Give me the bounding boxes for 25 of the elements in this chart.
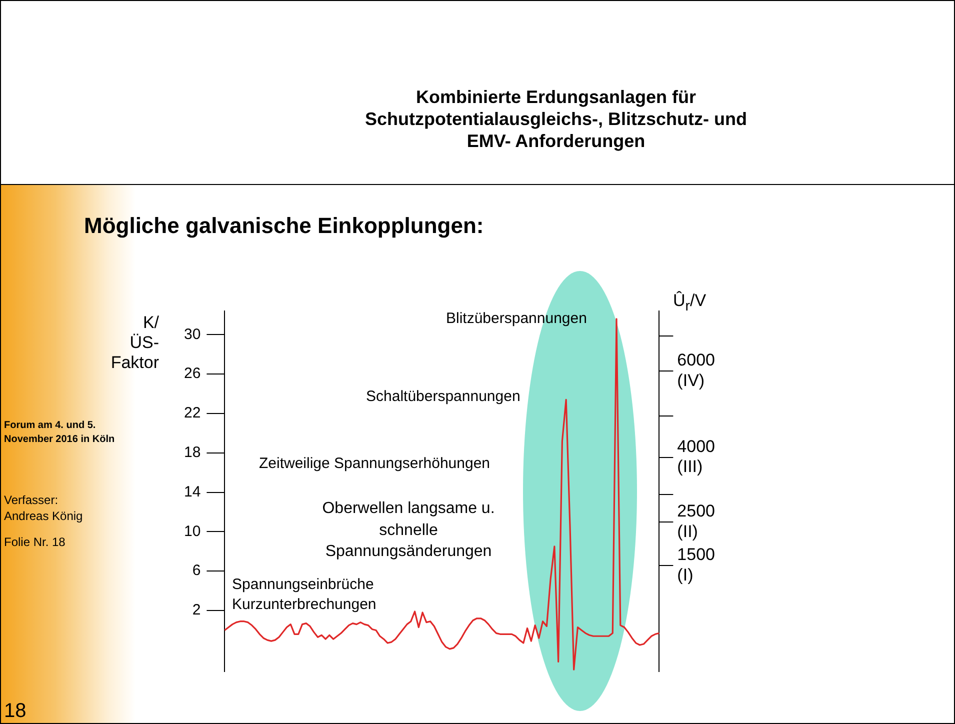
- chart-subtitle: Mögliche galvanische Einkopplungen:: [84, 213, 484, 239]
- annotation: Oberwellen langsame u. schnelle Spannungsänderungen: [321, 499, 496, 562]
- text: Folie Nr. 18: [4, 534, 66, 550]
- y-tick-label: 6: [192, 562, 201, 580]
- annotation: Schaltüberspannungen: [366, 387, 522, 407]
- y-tick-label: 22: [184, 404, 201, 422]
- y2-tick-label: 6000 (IV): [677, 350, 716, 390]
- text: Forum am 4. und 5. November 2016 in Köln: [4, 419, 116, 446]
- annotation: Spannungseinbrüche Kurzunterbrechungen: [232, 575, 378, 616]
- y-axis-title: K/ ÜS- Faktor: [110, 313, 159, 373]
- annotation: Zeitweilige Spannungserhöhungen: [259, 454, 492, 474]
- text: Verfasser: Andreas König: [4, 492, 84, 524]
- y2-tick-label: 1500 (I): [677, 544, 716, 584]
- y-tick-label: 2: [192, 602, 201, 619]
- y-tick-label: 18: [184, 444, 201, 462]
- y-tick-label: 26: [184, 365, 201, 382]
- annotation: Blitzüberspannungen: [446, 309, 588, 329]
- y2-tick-label: 4000 (III): [677, 436, 716, 476]
- chart-title: Kombinierte Erdungsanlagen für Schutzpotentialausgleichs-, Blitzschutz- und EMV- Anforderungen: [364, 86, 748, 152]
- y-tick-label: 10: [184, 522, 201, 540]
- y-tick-label: 14: [184, 483, 201, 500]
- text: 18: [4, 699, 28, 724]
- y2-tick-label: 2500 (II): [677, 502, 716, 542]
- y2-axis-title: Û$_{r}$/V: [673, 291, 706, 314]
- y-tick-label: 30: [184, 326, 201, 343]
